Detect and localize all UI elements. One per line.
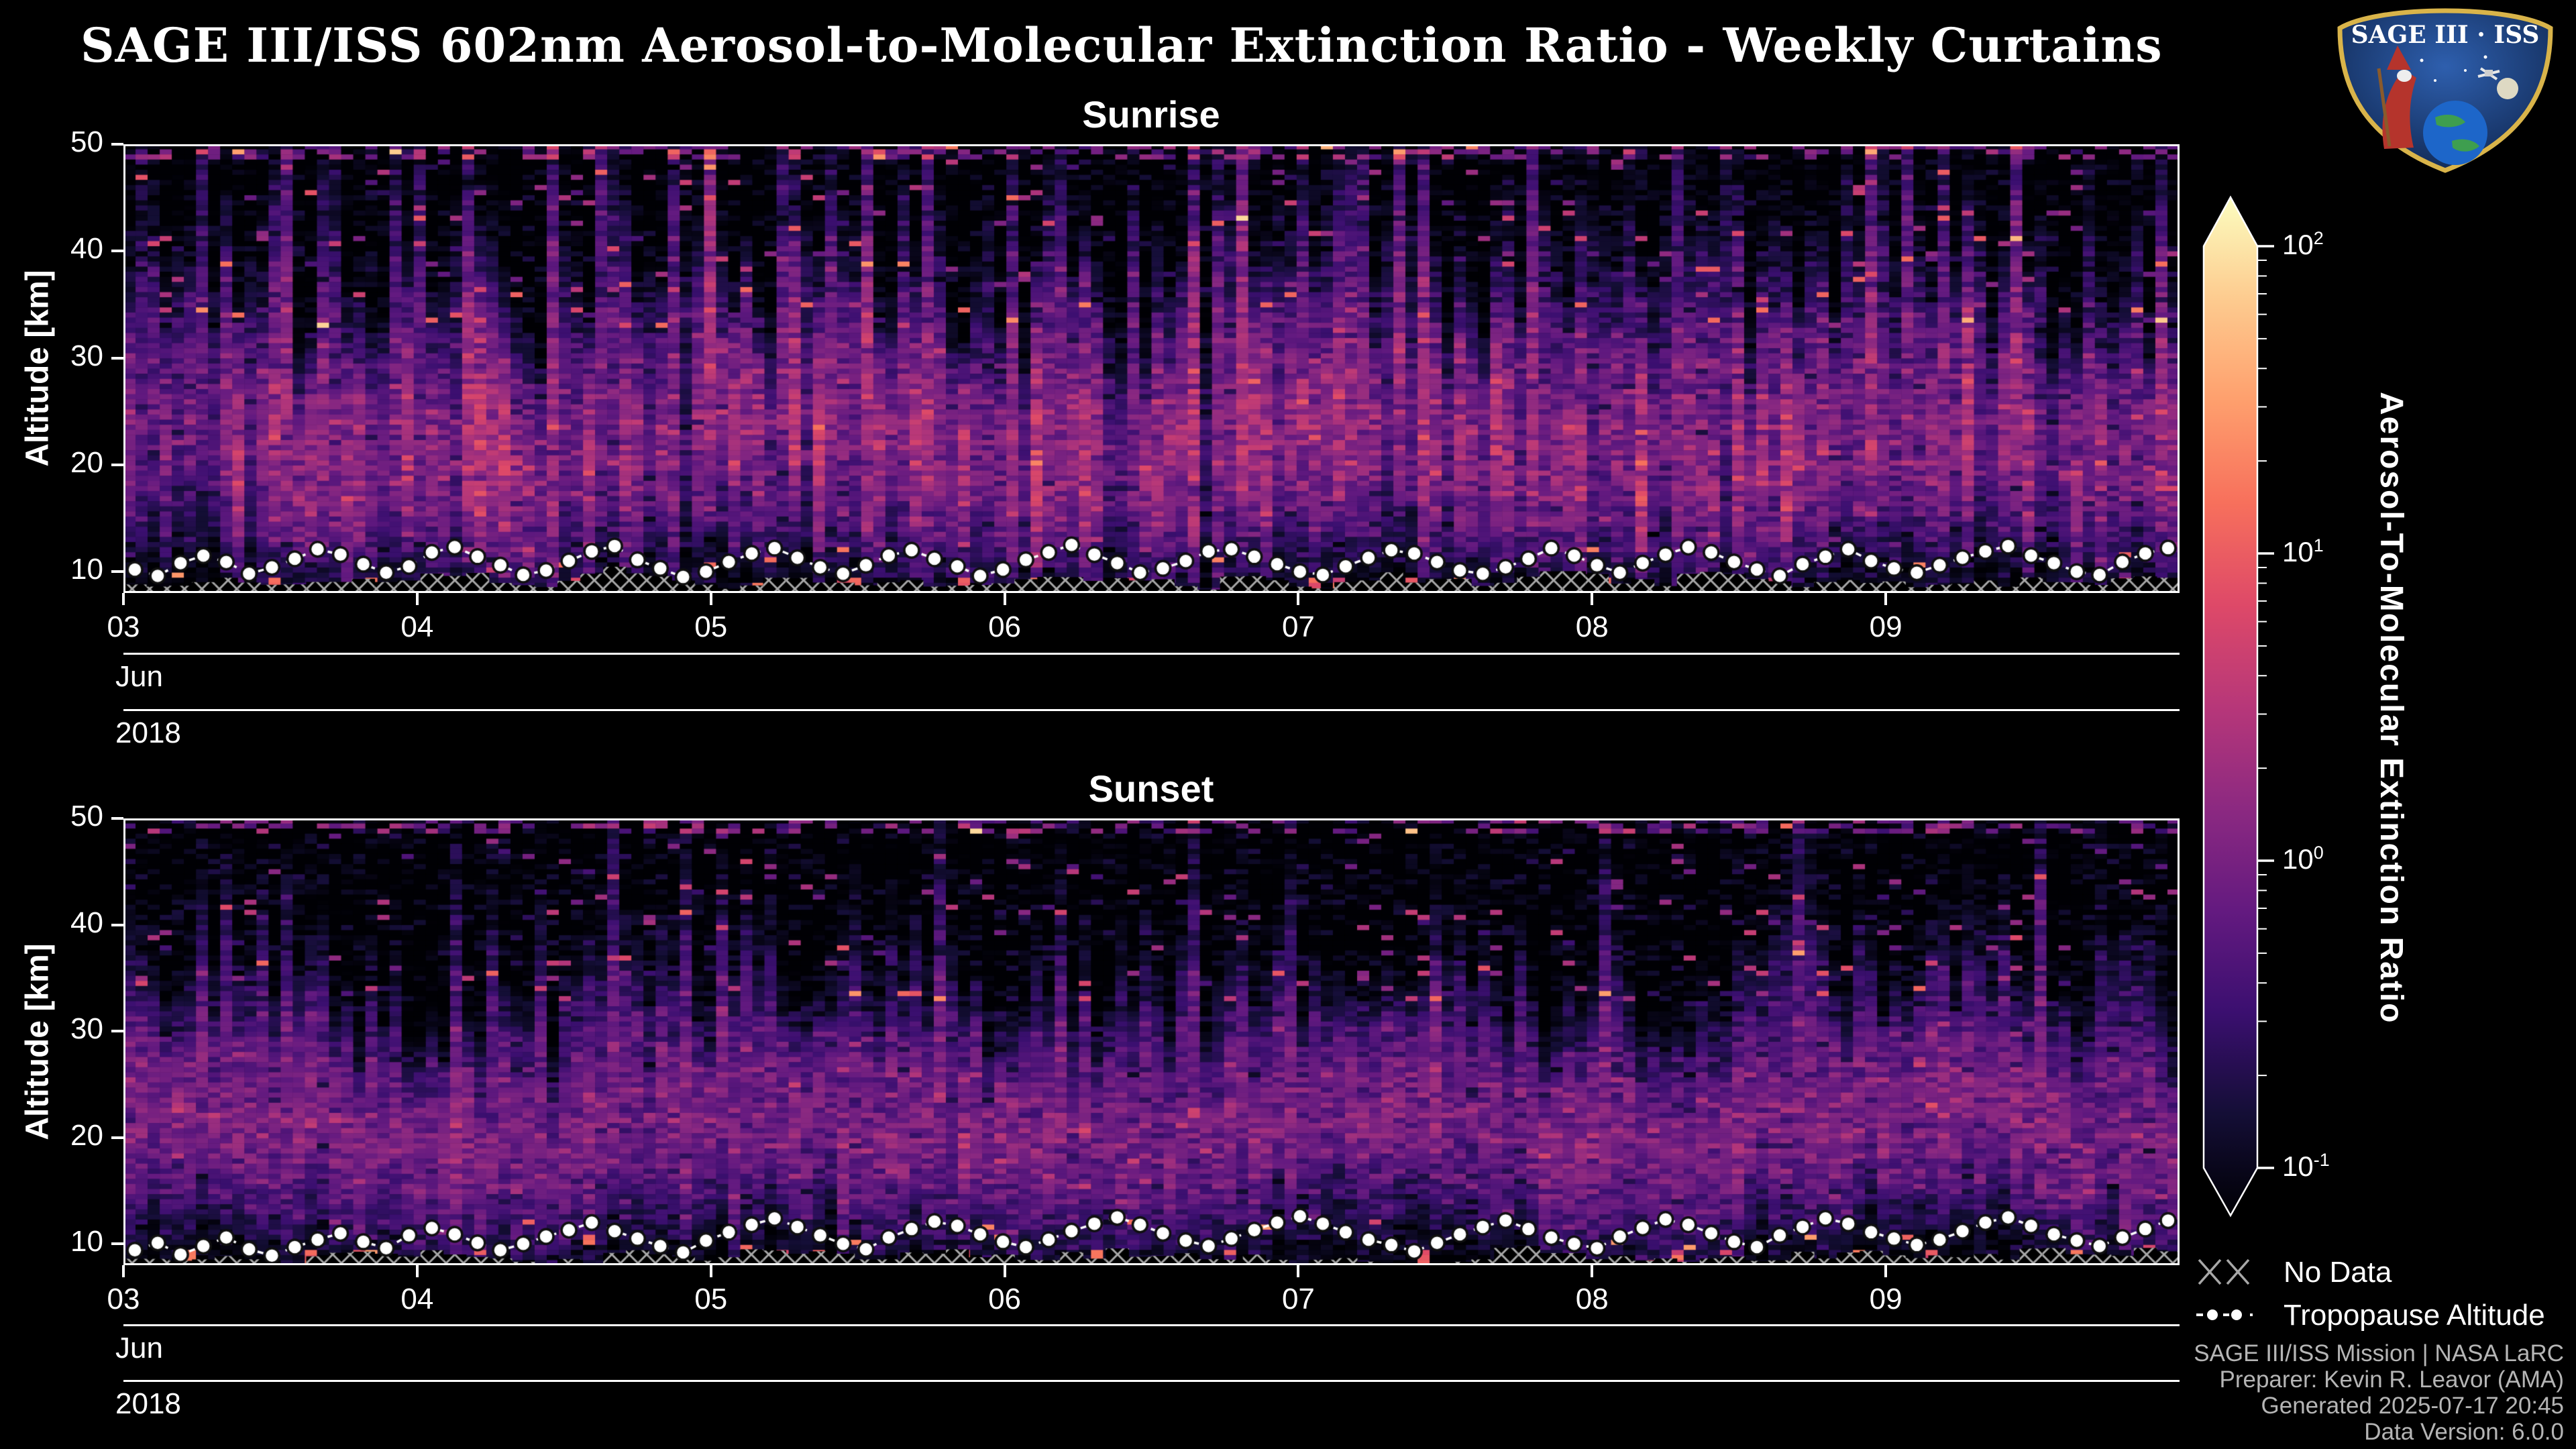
x-tick-label: 09 xyxy=(1869,610,1902,643)
y-tick-label: 10 xyxy=(70,553,103,586)
y-tick-mark xyxy=(111,1136,123,1139)
colorbar-tick-label: 102 xyxy=(2282,228,2324,260)
sunrise-year-axis-line xyxy=(123,709,2180,711)
sunrise-year-label: 2018 xyxy=(115,716,181,749)
logo-text: SAGE III · ISS xyxy=(2351,21,2540,49)
sunrise-month-label: Jun xyxy=(115,660,163,693)
x-tick-label: 06 xyxy=(988,1283,1022,1316)
credits-generated: Generated 2025-07-17 20:45 xyxy=(2261,1393,2564,1419)
colorbar-gradient xyxy=(2202,195,2259,1218)
credits-mission: SAGE III/ISS Mission | NASA LaRC xyxy=(2194,1340,2564,1366)
x-tick-mark xyxy=(1297,593,1300,605)
x-tick-mark xyxy=(415,1265,419,1277)
x-tick-label: 04 xyxy=(400,610,434,643)
y-tick-label: 20 xyxy=(70,1118,103,1152)
wizard-hat-icon xyxy=(2387,46,2411,70)
tropopause-legend-swatch xyxy=(2196,1307,2253,1322)
star-icon xyxy=(2434,79,2436,82)
x-tick-mark xyxy=(1591,593,1594,605)
y-tick-label: 30 xyxy=(70,339,103,372)
iss-icon xyxy=(2477,67,2500,80)
sunset-panel-title: Sunset xyxy=(1088,767,1214,810)
colorbar-tick-label: 100 xyxy=(2282,843,2324,875)
mission-patch-logo: SAGE III · ISS xyxy=(2337,8,2553,173)
x-tick-mark xyxy=(122,593,125,605)
y-tick-mark xyxy=(111,1242,123,1246)
no-data-legend-label: No Data xyxy=(2284,1256,2392,1289)
x-tick-label: 08 xyxy=(1575,1283,1609,1316)
hatch-icon xyxy=(2198,1258,2250,1285)
x-tick-mark xyxy=(1884,1265,1888,1277)
wizard-staff-icon xyxy=(2377,68,2392,147)
wizard-icon xyxy=(2382,70,2416,149)
star-icon xyxy=(2464,69,2467,72)
x-tick-mark xyxy=(709,593,712,605)
credits-data-version: Data Version: 6.0.0 xyxy=(2364,1419,2564,1445)
x-tick-label: 08 xyxy=(1575,610,1609,643)
y-tick-mark xyxy=(111,1030,123,1033)
y-tick-label: 40 xyxy=(70,906,103,939)
colorbar-tick-label: 101 xyxy=(2282,535,2324,568)
y-tick-mark xyxy=(111,923,123,926)
x-tick-mark xyxy=(1297,1265,1300,1277)
y-tick-label: 40 xyxy=(70,232,103,266)
x-tick-label: 09 xyxy=(1869,1283,1902,1316)
sunset-year-label: 2018 xyxy=(115,1387,181,1420)
credits-block: SAGE III/ISS Mission | NASA LaRC Prepare… xyxy=(2194,1340,2564,1445)
x-tick-label: 05 xyxy=(694,610,728,643)
x-tick-label: 04 xyxy=(400,1283,434,1316)
y-tick-label: 10 xyxy=(70,1225,103,1258)
sunrise-month-axis-line xyxy=(123,653,2180,655)
y-tick-mark xyxy=(111,143,123,146)
y-tick-label: 50 xyxy=(70,800,103,833)
x-tick-mark xyxy=(415,593,419,605)
sunrise-heatmap-canvas xyxy=(123,144,2180,593)
colorbar-axis-label: Aerosol-To-Molecular Extinction Ratio xyxy=(2373,391,2409,1024)
y-tick-label: 20 xyxy=(70,445,103,479)
y-tick-mark xyxy=(111,356,123,360)
y-tick-mark xyxy=(111,570,123,574)
sunset-year-axis-line xyxy=(123,1380,2180,1382)
x-tick-mark xyxy=(1884,593,1888,605)
y-tick-mark xyxy=(111,817,123,820)
x-tick-label: 03 xyxy=(107,610,140,643)
x-tick-mark xyxy=(1591,1265,1594,1277)
x-tick-label: 07 xyxy=(1281,1283,1315,1316)
star-icon xyxy=(2420,58,2424,62)
y-tick-mark xyxy=(111,463,123,466)
sunrise-panel-title: Sunrise xyxy=(1082,93,1220,136)
y-tick-label: 50 xyxy=(70,125,103,158)
x-tick-label: 05 xyxy=(694,1283,728,1316)
tropopause-marker-icon xyxy=(2205,1307,2220,1322)
tropopause-marker-icon xyxy=(2229,1307,2244,1322)
x-tick-mark xyxy=(122,1265,125,1277)
y-tick-label: 30 xyxy=(70,1012,103,1046)
credits-preparer: Preparer: Kevin R. Leavor (AMA) xyxy=(2219,1366,2564,1393)
x-tick-mark xyxy=(1003,593,1006,605)
earth-icon xyxy=(2423,101,2487,165)
colorbar-tick-label: 10-1 xyxy=(2282,1150,2330,1182)
sunset-month-label: Jun xyxy=(115,1332,163,1364)
colorbar xyxy=(2202,195,2274,1218)
wizard-beard-icon xyxy=(2397,70,2412,82)
x-tick-label: 06 xyxy=(988,610,1022,643)
tropopause-legend-label: Tropopause Altitude xyxy=(2284,1299,2545,1332)
star-icon xyxy=(2483,55,2487,59)
x-tick-mark xyxy=(709,1265,712,1277)
moon-icon xyxy=(2497,78,2518,99)
x-tick-label: 03 xyxy=(107,1283,140,1316)
x-tick-mark xyxy=(1003,1265,1006,1277)
page-title: SAGE III/ISS 602nm Aerosol-to-Molecular … xyxy=(80,17,2163,73)
sunset-month-axis-line xyxy=(123,1324,2180,1326)
y-tick-mark xyxy=(111,250,123,253)
sunset-heatmap-canvas xyxy=(123,818,2180,1265)
earth-land xyxy=(2435,114,2479,152)
x-tick-label: 07 xyxy=(1281,610,1315,643)
no-data-legend-swatch xyxy=(2198,1258,2250,1285)
